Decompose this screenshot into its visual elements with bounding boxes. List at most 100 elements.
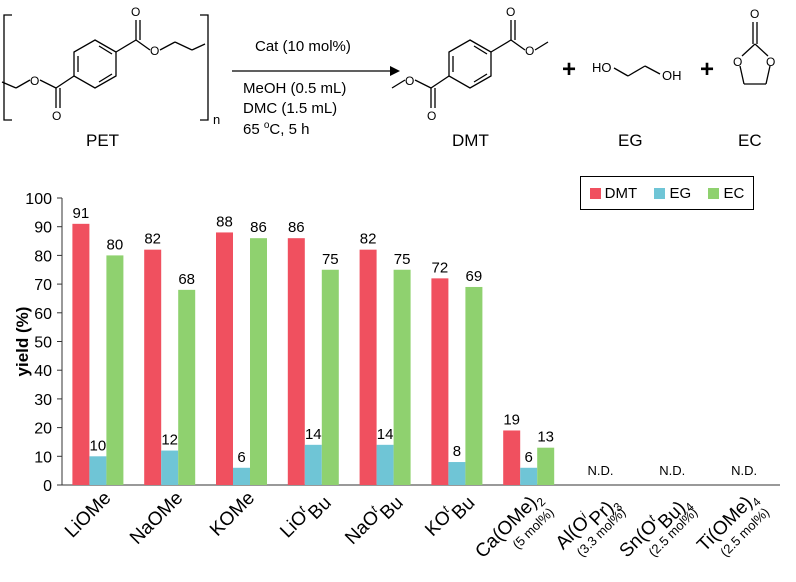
svg-text:O: O xyxy=(427,109,436,123)
bar-dmt xyxy=(359,249,377,485)
data-label-dmt: 82 xyxy=(360,231,377,248)
x-tick-label: LiOMe xyxy=(61,488,115,542)
repeat-n-label: n xyxy=(213,112,221,127)
data-label-eg: 14 xyxy=(377,426,394,443)
data-label-eg: 6 xyxy=(237,449,245,466)
reaction-arrow xyxy=(232,66,400,76)
bar-ec xyxy=(250,238,267,485)
bar-ec xyxy=(393,269,411,485)
data-label-dmt: 19 xyxy=(503,411,520,428)
data-label-eg: 8 xyxy=(453,443,461,460)
bar-eg xyxy=(448,462,466,485)
data-label-eg: 10 xyxy=(90,437,107,454)
y-tick-label: 100 xyxy=(25,191,52,208)
data-label-ec: 80 xyxy=(107,236,124,253)
legend-item-dmt: DMT xyxy=(589,184,638,202)
data-label-dmt: 72 xyxy=(432,259,449,276)
data-label-dmt: 88 xyxy=(216,213,233,230)
not-detected-label: N.D. xyxy=(659,463,685,478)
svg-text:O: O xyxy=(766,55,775,69)
bar-dmt xyxy=(431,278,449,485)
reaction-scheme: O O O O O O O O xyxy=(0,0,796,165)
bar-ec xyxy=(321,269,339,485)
y-tick-label: 10 xyxy=(34,449,52,466)
svg-text:OH: OH xyxy=(662,68,682,83)
product-eg-label: EG xyxy=(618,131,643,150)
y-tick-label: 60 xyxy=(34,306,52,323)
legend-label-dmt: DMT xyxy=(604,184,638,202)
dmt-structure: O O O O xyxy=(391,5,549,123)
svg-text:O: O xyxy=(405,74,414,88)
svg-text:O: O xyxy=(506,5,515,19)
svg-text:O: O xyxy=(750,7,759,21)
y-tick-label: 70 xyxy=(34,277,52,294)
x-tick-label: KOMe xyxy=(206,488,259,541)
data-label-eg: 14 xyxy=(305,426,322,443)
bar-eg xyxy=(376,444,394,485)
condition-temperature: 65 oC, 5 h xyxy=(243,120,310,138)
x-tick-label: NaOMe xyxy=(126,488,187,549)
product-ec-label: EC xyxy=(738,131,762,150)
plus-sign-1: + xyxy=(562,56,577,83)
condition-catalyst: Cat (10 mol%) xyxy=(255,38,351,55)
bar-eg xyxy=(304,444,322,485)
bar-dmt xyxy=(72,223,90,485)
x-tick-label: KOtBu xyxy=(420,486,479,545)
pet-structure: O O O O xyxy=(1,5,209,123)
data-label-ec: 69 xyxy=(466,268,483,285)
bar-dmt xyxy=(144,249,162,485)
svg-text:O: O xyxy=(525,44,534,58)
data-label-ec: 13 xyxy=(537,429,554,446)
condition-dmc: DMC (1.5 mL) xyxy=(243,100,338,117)
data-label-ec: 75 xyxy=(322,251,339,268)
chart-legend: DMT EG EC xyxy=(580,176,754,210)
y-tick-label: 0 xyxy=(43,478,52,495)
legend-item-eg: EG xyxy=(654,185,691,202)
data-label-dmt: 86 xyxy=(288,219,305,236)
condition-methanol: MeOH (0.5 mL) xyxy=(243,80,347,97)
svg-text:O: O xyxy=(150,44,159,58)
bar-ec xyxy=(178,289,196,485)
eg-structure: HO OH xyxy=(592,60,682,83)
legend-label-ec: EC xyxy=(723,184,745,202)
bar-ec xyxy=(537,447,555,485)
y-tick-label: 20 xyxy=(34,421,52,438)
svg-text:O: O xyxy=(733,55,742,69)
y-axis-title: yield (%) xyxy=(13,307,32,377)
y-tick-label: 30 xyxy=(34,392,52,409)
data-label-ec: 75 xyxy=(394,251,411,268)
data-label-dmt: 91 xyxy=(73,205,90,222)
not-detected-label: N.D. xyxy=(588,463,614,478)
y-tick-label: 50 xyxy=(34,335,52,352)
yield-bar-chart: 0 10 20 30 40 50 60 70 80 90 100 yield (%) 91 10 80 LiO… xyxy=(13,191,780,563)
legend-label-eg: EG xyxy=(669,184,692,202)
scheme-structures: O O O O O O O O xyxy=(1,5,775,123)
legend-item-ec: EC xyxy=(708,185,744,202)
bar-ec xyxy=(106,255,124,485)
product-dmt-label: DMT xyxy=(452,131,489,150)
bar-eg xyxy=(161,450,179,485)
bar-dmt xyxy=(287,238,305,485)
bar-eg xyxy=(520,467,538,485)
bar-eg xyxy=(233,467,250,485)
y-tick-label: 80 xyxy=(34,248,52,265)
svg-text:O: O xyxy=(131,5,140,19)
legend-swatch-ec xyxy=(708,187,720,199)
pet-label: PET xyxy=(86,131,120,150)
data-label-dmt: 82 xyxy=(144,231,161,248)
data-label-ec: 86 xyxy=(250,219,267,236)
bar-dmt xyxy=(503,430,521,485)
data-label-ec: 68 xyxy=(178,271,195,288)
svg-text:O: O xyxy=(52,109,61,123)
plus-sign-2: + xyxy=(700,56,715,83)
data-label-eg: 12 xyxy=(161,432,178,449)
bar-eg xyxy=(89,456,107,485)
x-tick-label: LiOtBu xyxy=(275,486,336,547)
legend-swatch-dmt xyxy=(589,187,601,199)
y-tick-label: 90 xyxy=(34,220,52,237)
not-detected-label: N.D. xyxy=(731,463,757,478)
bar-dmt xyxy=(216,232,233,485)
svg-text:HO: HO xyxy=(592,60,612,75)
bar-ec xyxy=(465,286,483,485)
x-tick-label: NaOtBu xyxy=(340,486,408,554)
